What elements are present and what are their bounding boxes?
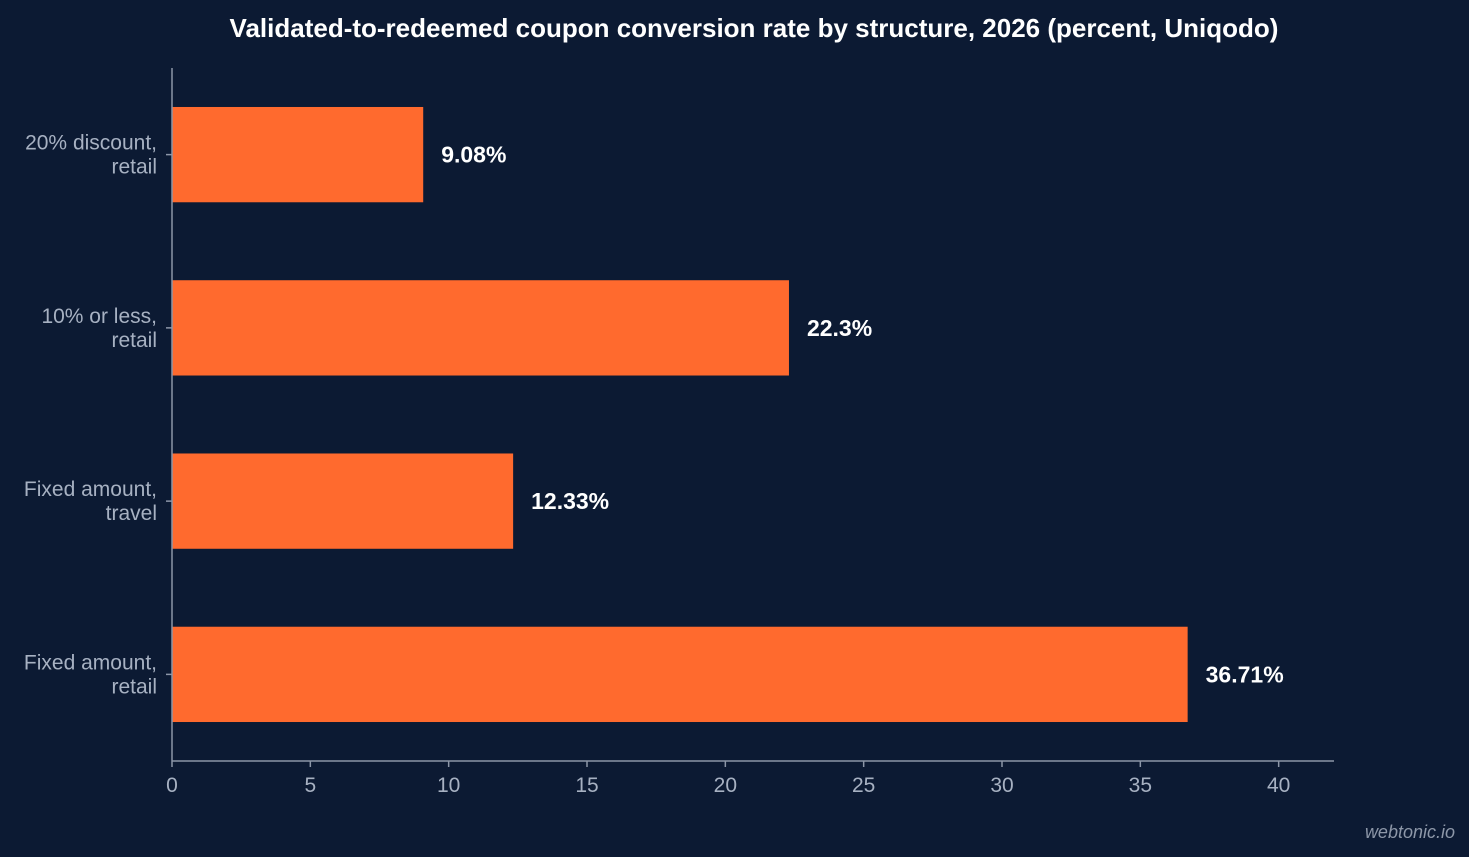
x-tick-label: 20 xyxy=(714,774,737,797)
category-label: Fixed amount, travel xyxy=(24,478,157,525)
bar xyxy=(172,453,514,549)
bar xyxy=(172,626,1188,723)
x-tick-label: 40 xyxy=(1267,774,1290,797)
category-label: Fixed amount, retail xyxy=(24,651,157,698)
x-tick-label: 15 xyxy=(575,774,598,797)
bars-layer: 9.08% 22.3% 12.33% 36.71% xyxy=(172,106,1284,723)
x-tick-label: 30 xyxy=(990,774,1013,797)
value-label: 9.08% xyxy=(441,142,506,168)
bar xyxy=(172,280,789,376)
watermark: webtonic.io xyxy=(1364,822,1455,842)
x-tick-label: 0 xyxy=(166,774,178,797)
x-tick-label: 5 xyxy=(304,774,316,797)
chart-title: Validated-to-redeemed coupon conversion … xyxy=(230,13,1279,43)
category-label: 20% discount, retail xyxy=(25,132,157,179)
x-tick-label: 35 xyxy=(1129,774,1152,797)
category-label: 10% or less, retail xyxy=(41,305,157,352)
value-label: 12.33% xyxy=(531,488,609,514)
bar xyxy=(172,106,424,203)
x-tick-label: 25 xyxy=(852,774,875,797)
value-label: 36.71% xyxy=(1206,661,1284,687)
x-tick-label: 10 xyxy=(437,774,460,797)
axes-layer: 20% discount, retail 10% or less, retail Fix… xyxy=(24,68,1334,797)
value-label: 22.3% xyxy=(807,315,872,341)
